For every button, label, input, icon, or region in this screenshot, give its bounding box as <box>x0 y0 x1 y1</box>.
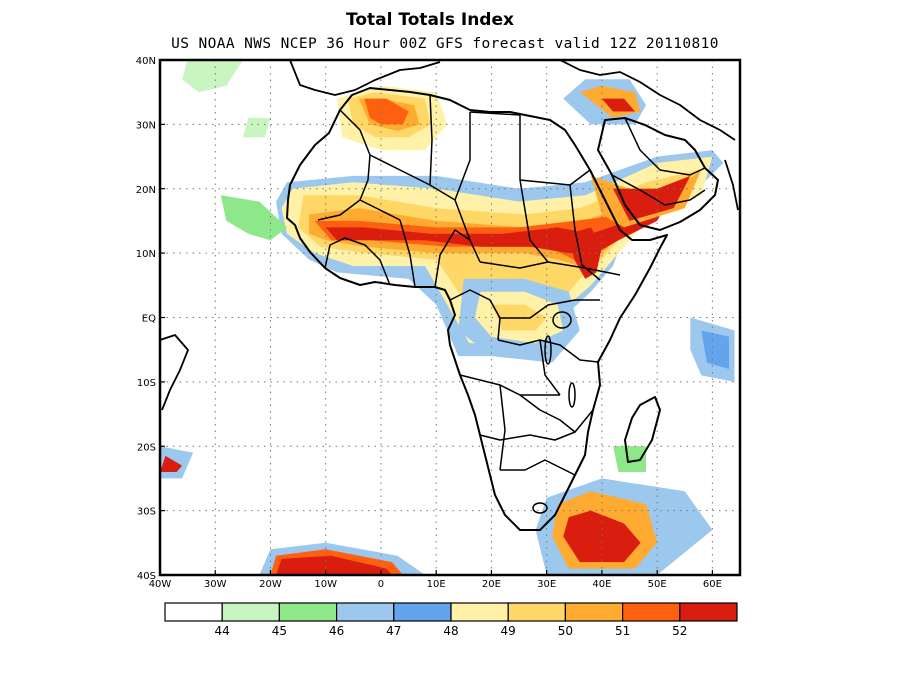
colorbar-label: 48 <box>443 624 458 638</box>
colorbar-swatch <box>164 602 223 622</box>
south-africa-contour <box>563 510 641 563</box>
lat-tick-label: 30S <box>137 507 156 518</box>
lon-tick-label: 10E <box>427 579 446 590</box>
lon-tick-label: 40E <box>592 579 611 590</box>
colorbar-swatch <box>450 602 509 622</box>
lat-tick-label: EQ <box>142 314 156 325</box>
colorbar-label: 46 <box>329 624 344 638</box>
colorbar-label: 49 <box>501 624 516 638</box>
chart-title: Total Totals Index <box>346 10 514 30</box>
colorbar-label: 45 <box>272 624 287 638</box>
sw-atlantic-contour <box>160 455 183 472</box>
country-borders <box>317 94 706 476</box>
lat-tick-label: 30N <box>136 120 156 131</box>
lon-tick-label: 20E <box>482 579 501 590</box>
lake-malawi <box>568 382 576 408</box>
east-med-contour <box>601 98 635 112</box>
atlantic-wisps-contour <box>182 60 243 93</box>
lat-tick-label: 20S <box>137 442 156 453</box>
coastlines-and-borders <box>160 60 739 531</box>
lat-tick-label: 20N <box>136 185 156 196</box>
colorbar-swatch <box>221 602 280 622</box>
colorbar: 44 45 46 47 48 49 50 51 52 <box>164 602 738 638</box>
arabia-coastline <box>597 117 719 231</box>
lon-tick-label: 0 <box>378 579 384 590</box>
colorbar-swatch <box>621 602 681 622</box>
lon-tick-label: 30W <box>204 579 227 590</box>
madagascar-coastline <box>624 396 661 463</box>
dotted-grid <box>160 60 740 575</box>
colorbar-swatch <box>679 602 738 622</box>
europe-coastline <box>289 60 441 96</box>
lon-tick-label: 10W <box>314 579 337 590</box>
lon-tick-label: 30E <box>537 579 556 590</box>
south-america-coastline <box>160 334 189 411</box>
lat-tick-label: 10S <box>137 378 156 389</box>
lon-tick-label: 20W <box>259 579 282 590</box>
africa-coastline <box>286 87 668 531</box>
arabia-contour <box>613 175 691 221</box>
morocco-algeria-contour <box>364 98 409 125</box>
lake-victoria <box>552 311 572 329</box>
colorbar-swatch <box>278 602 338 622</box>
india-coastline <box>724 159 739 211</box>
lat-tick-label: 40S <box>137 571 156 582</box>
lake-kariba <box>532 502 548 514</box>
colorbar-swatch <box>564 602 624 622</box>
lon-tick-label: 50E <box>648 579 667 590</box>
colorbar-label: 51 <box>615 624 630 638</box>
south-atlantic-contour <box>276 555 392 575</box>
turkey-coastline <box>559 60 736 141</box>
colorbar-swatch <box>336 602 395 622</box>
chart-subtitle: US NOAA NWS NCEP 36 Hour 00Z GFS forecas… <box>171 36 719 52</box>
lon-tick-label: 40W <box>149 579 172 590</box>
lake-tanganyika <box>544 335 552 365</box>
colorbar-label: 50 <box>558 624 573 638</box>
colorbar-swatch <box>507 602 567 622</box>
colorbar-label: 44 <box>215 624 230 638</box>
lat-tick-label: 10N <box>136 249 156 260</box>
lat-tick-label: 40N <box>136 56 156 67</box>
indian-ocean-contour <box>701 330 729 369</box>
madagascar-east-contour <box>613 446 647 472</box>
axis-ticks: 40W 30W 20W 10W 0 10E 20E 30E 40E 50E 60E 40N 30N 20N… <box>136 56 722 590</box>
colorbar-swatch <box>393 602 452 622</box>
atlantic-wisps-contour <box>242 117 271 138</box>
lon-tick-label: 60E <box>703 579 722 590</box>
colorbar-label: 47 <box>386 624 401 638</box>
colorbar-label: 52 <box>672 624 687 638</box>
